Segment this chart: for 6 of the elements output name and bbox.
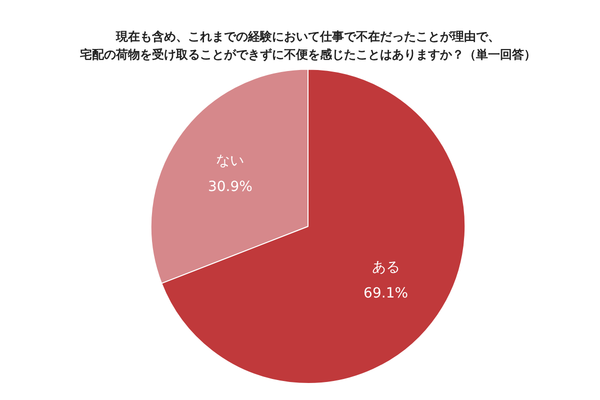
chart-subtitle: 宅配の荷物を受け取ることができずに不便を感じたことはありますか？（単一回答） [80,48,536,62]
data-label: 30.9% [208,178,252,195]
slice-label: ある [372,259,400,276]
chart-title: 現在も含め、これまでの経験において仕事で不在だったことが理由で、 [115,29,500,44]
slice-label: ない [216,152,244,169]
data-label: 69.1% [364,285,408,302]
